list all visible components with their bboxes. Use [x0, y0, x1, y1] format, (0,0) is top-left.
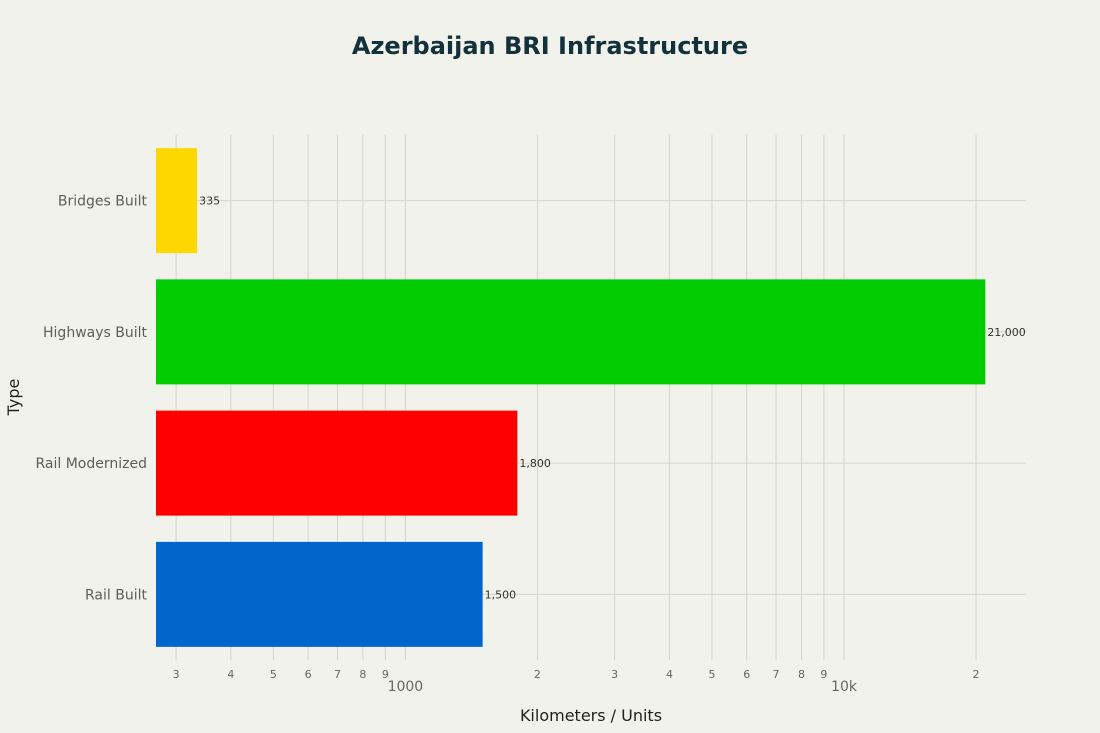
x-tick-label: 5: [270, 668, 277, 681]
bar: [156, 148, 198, 254]
x-tick-label: 10k: [831, 679, 858, 695]
x-tick-label: 4: [227, 668, 234, 681]
x-tick-label: 1000: [388, 679, 424, 695]
x-tick-label: 3: [173, 668, 180, 681]
x-tick-label: 7: [334, 668, 341, 681]
category-label: Bridges Built: [58, 194, 148, 210]
bar: [156, 541, 483, 647]
x-tick-label: 8: [798, 668, 805, 681]
bar: [156, 410, 518, 516]
bar: [156, 279, 986, 385]
x-axis-title: Kilometers / Units: [520, 706, 662, 725]
bar-value-label: 1,800: [519, 457, 551, 470]
bar-value-label: 21,000: [987, 326, 1026, 339]
x-tick-label: 9: [382, 668, 389, 681]
x-tick-label: 7: [773, 668, 780, 681]
bar-layer: [156, 148, 986, 647]
x-tick-label: 5: [708, 668, 715, 681]
x-tick-label: 9: [820, 668, 827, 681]
x-tick-label: 4: [666, 668, 673, 681]
x-tick-label: 2: [534, 668, 541, 681]
grid-layer: [156, 135, 1026, 660]
x-tick-label: 3: [611, 668, 618, 681]
category-label: Rail Built: [85, 587, 147, 603]
chart-title: Azerbaijan BRI Infrastructure: [352, 32, 748, 60]
x-tick-label: 6: [305, 668, 312, 681]
bar-value-label: 335: [199, 195, 220, 208]
y-axis-title: Type: [4, 379, 23, 417]
x-tick-label: 8: [359, 668, 366, 681]
bar-value-label: 1,500: [485, 588, 517, 601]
x-tick-label: 2: [973, 668, 980, 681]
x-tick-label: 6: [743, 668, 750, 681]
category-label: Rail Modernized: [36, 456, 148, 472]
category-label: Highways Built: [43, 325, 147, 341]
